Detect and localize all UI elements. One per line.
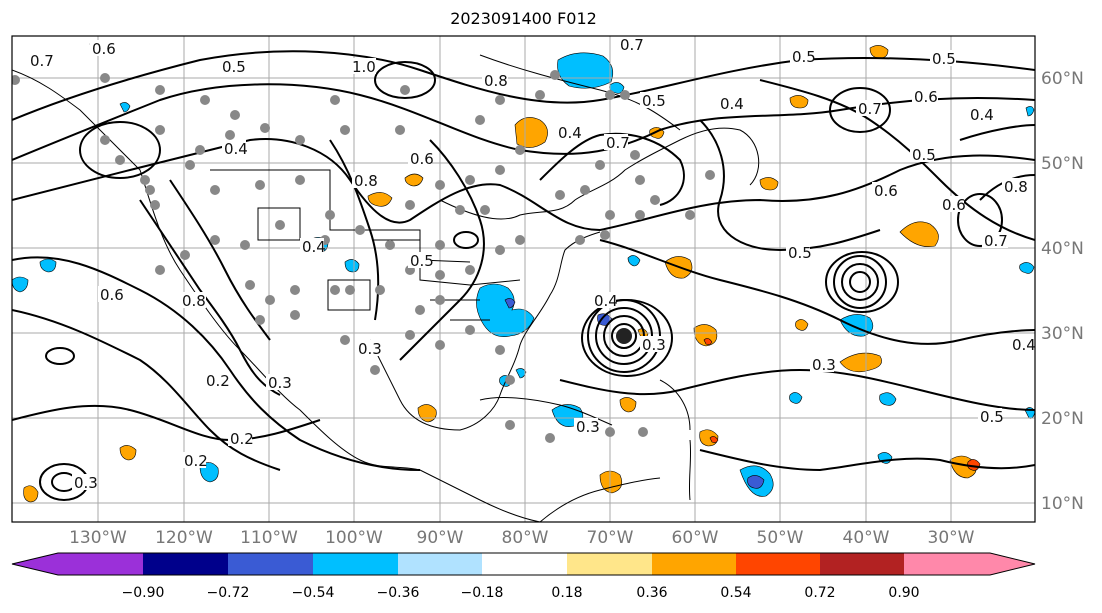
colorbar-segment [143, 553, 228, 575]
contour-label: 0.7 [30, 52, 54, 70]
contour-label: 0.4 [558, 124, 582, 142]
contour-label: 0.6 [914, 88, 938, 106]
contour-labels: 0.7 0.6 0.5 1.0 0.8 0.7 0.5 0.7 0.5 0.4 … [28, 36, 1036, 492]
colorbar-tick-label: −0.54 [292, 585, 335, 601]
contour-label: 0.4 [224, 140, 248, 158]
contour-label: 1.0 [352, 58, 376, 76]
contour-label: 0.6 [100, 286, 124, 304]
contour-label: 0.6 [410, 150, 434, 168]
colorbar-tick-label: −0.90 [122, 585, 165, 601]
contour-label: 0.3 [268, 374, 292, 392]
lon-label: 110°W [240, 528, 298, 548]
colorbar-tick-label: −0.18 [461, 585, 504, 601]
contour-label: 0.2 [206, 372, 230, 390]
lon-label: 130°W [69, 528, 127, 548]
colorbar-tick-label: −0.36 [377, 585, 420, 601]
map-title: 2023091400 F012 [450, 9, 597, 28]
colorbar-tick-label: 0.54 [720, 585, 751, 601]
lat-label: 20°N [1041, 409, 1084, 429]
lon-label: 120°W [155, 528, 213, 548]
contour-label: 0.7 [858, 100, 882, 118]
contour-label: 0.3 [358, 340, 382, 358]
graticule [12, 36, 1035, 522]
lon-label: 30°W [928, 528, 975, 548]
lon-label: 40°W [843, 528, 890, 548]
colorbar-tick-label: 0.36 [636, 585, 667, 601]
contour-label: 0.3 [642, 336, 666, 354]
contour-label: 0.5 [932, 50, 956, 68]
contour-label: 0.3 [812, 356, 836, 374]
latitude-labels: 60°N 50°N 40°N 30°N 20°N 10°N [1041, 69, 1084, 514]
contour-label: 0.5 [642, 92, 666, 110]
contour-label: 0.6 [942, 196, 966, 214]
contour-label: 0.4 [720, 95, 744, 113]
hurricane-eye [616, 328, 632, 344]
colorbar-segment [398, 553, 482, 575]
contour-label: 0.3 [74, 474, 98, 492]
colorbar-segment [820, 553, 904, 575]
lon-label: 70°W [587, 528, 634, 548]
map-frame [11, 35, 1036, 523]
station-dots [12, 70, 715, 443]
colorbar-segment [736, 553, 820, 575]
colorbar-segment [12, 553, 143, 575]
colorbar-tick-label: 0.90 [888, 585, 919, 601]
contour-label: 0.8 [1004, 178, 1028, 196]
colorbar-segment [313, 553, 398, 575]
colorbar-tick-label: 0.18 [551, 585, 582, 601]
contour-label: 0.4 [594, 292, 618, 310]
lat-label: 30°N [1041, 324, 1084, 344]
longitude-labels: 130°W 120°W 110°W 100°W 90°W 80°W 70°W 6… [69, 528, 975, 548]
contour-label: 0.5 [788, 244, 812, 262]
colorbar-tick-label: −0.72 [207, 585, 250, 601]
contour-label: 0.4 [970, 106, 994, 124]
lat-label: 40°N [1041, 239, 1084, 259]
colorbar-segment [228, 553, 313, 575]
contour-label: 0.6 [92, 40, 116, 58]
contour-label: 0.8 [182, 292, 206, 310]
contour-label: 0.8 [354, 172, 378, 190]
contour-label: 0.5 [792, 48, 816, 66]
contour-label: 0.5 [912, 146, 936, 164]
colorbar: −0.90 −0.72 −0.54 −0.36 −0.18 0.18 0.36 … [11, 552, 1036, 601]
lon-label: 100°W [325, 528, 383, 548]
contour-lines [12, 50, 1035, 501]
contour-label: 0.8 [484, 72, 508, 90]
contour-label: 0.2 [184, 452, 208, 470]
lon-label: 60°W [672, 528, 719, 548]
lon-label: 50°W [757, 528, 804, 548]
contour-label: 0.7 [620, 36, 644, 54]
colorbar-segment [904, 553, 1035, 575]
contour-label: 0.7 [984, 232, 1008, 250]
contour-label: 0.5 [222, 58, 246, 76]
colorbar-tick-label: 0.72 [804, 585, 835, 601]
colorbar-segment [652, 553, 736, 575]
contour-label: 0.4 [1012, 336, 1036, 354]
colorbar-segment [482, 553, 567, 575]
contour-label: 0.5 [410, 252, 434, 270]
contour-label: 0.7 [606, 134, 630, 152]
contour-label: 0.4 [302, 238, 326, 256]
lat-label: 10°N [1041, 494, 1084, 514]
contour-label: 0.6 [874, 182, 898, 200]
lon-label: 80°W [502, 528, 549, 548]
lat-label: 60°N [1041, 69, 1084, 89]
contour-label: 0.2 [230, 430, 254, 448]
contour-label: 0.5 [980, 408, 1004, 426]
lon-label: 90°W [417, 528, 464, 548]
colorbar-segment [567, 553, 652, 575]
lat-label: 50°N [1041, 154, 1084, 174]
contour-label: 0.3 [576, 418, 600, 436]
